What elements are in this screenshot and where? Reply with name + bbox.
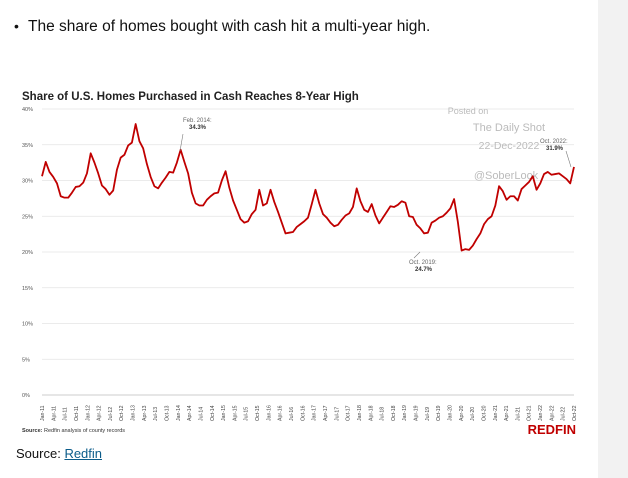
annotation-oct-2022-value: 31.9% (546, 146, 564, 152)
annotation-feb-2014-value: 34.3% (189, 125, 207, 131)
x-tick-label: Oct-11 (74, 406, 80, 421)
x-tick-label: Apr-13 (142, 405, 148, 421)
y-tick-label: 40% (22, 107, 33, 113)
x-tick-label: Jul-15 (244, 407, 250, 421)
annotation-oct-2022-label: Oct. 2022: (540, 139, 568, 145)
x-tick-label: Jul-19 (425, 407, 431, 421)
x-tick-label: Apr-12 (97, 405, 103, 421)
x-tick-label: Jan-11 (40, 405, 46, 421)
watermark-line-4: @SoberLook (474, 170, 539, 182)
x-tick-label: Apr-14 (187, 405, 193, 421)
x-tick-label: Oct-21 (527, 405, 533, 421)
y-tick-label: 10% (22, 322, 33, 328)
x-tick-label: Jul-16 (289, 407, 295, 421)
bullet-dot-icon: • (14, 18, 19, 34)
x-tick-label: Jul-20 (470, 407, 476, 421)
y-tick-label: 35% (22, 143, 33, 149)
x-tick-label: Oct-16 (300, 405, 306, 421)
x-tick-label: Jul-18 (380, 407, 386, 421)
watermark-line-1: Posted on (448, 106, 489, 116)
x-tick-label: Oct-14 (210, 405, 216, 421)
x-tick-label: Apr-15 (232, 405, 238, 421)
y-tick-label: 30% (22, 179, 33, 185)
watermark-line-2: The Daily Shot (473, 122, 545, 134)
x-tick-label: Jul-22 (561, 407, 567, 421)
x-tick-label: Apr-20 (459, 405, 465, 421)
x-tick-label: Jul-14 (198, 407, 204, 421)
source-line: Source: Redfin (16, 446, 102, 461)
bullet-text: • The share of homes bought with cash hit… (14, 18, 574, 36)
x-tick-label: Oct-17 (346, 405, 352, 421)
x-tick-label: Apr-17 (323, 405, 329, 421)
annotation-leader-oct-2022 (565, 150, 572, 168)
x-tick-label: Jul-12 (108, 407, 114, 421)
x-tick-label: Apr-19 (414, 405, 420, 421)
watermark: Posted on The Daily Shot 22-Dec-2022 @So… (448, 106, 545, 182)
x-axis-labels: Jan-11 Apr-11 Jul-11 Oct-11 Jan-12 Apr-12 Jul-… (40, 405, 578, 421)
y-tick-label: 25% (22, 214, 33, 220)
x-tick-label: Jan-20 (447, 405, 453, 421)
x-tick-label: Oct-22 (572, 405, 578, 421)
x-tick-label: Oct-20 (481, 405, 487, 421)
right-margin-strip (598, 0, 628, 478)
x-tick-label: Oct-15 (255, 405, 261, 421)
x-tick-label: Jan-16 (266, 405, 272, 421)
x-tick-label: Oct-19 (436, 405, 442, 421)
x-tick-label: Jul-11 (63, 407, 69, 421)
x-tick-label: Jan-15 (221, 405, 227, 421)
watermark-line-3: 22-Dec-2022 (479, 140, 540, 152)
x-tick-label: Oct-12 (119, 405, 125, 421)
y-tick-label: 5% (22, 357, 30, 363)
bullet-text-content: The share of homes bought with cash hit … (28, 18, 431, 35)
x-tick-label: Oct-13 (165, 405, 171, 421)
source-label: Source: (16, 446, 61, 461)
source-link[interactable]: Redfin (64, 446, 103, 461)
chart-title: Share of U.S. Homes Purchased in Cash Re… (22, 91, 359, 103)
chart-source-note: Source: Redfin analysis of county record… (22, 428, 125, 434)
annotation-feb-2014-label: Feb. 2014: (183, 118, 212, 124)
y-tick-label: 15% (22, 286, 33, 292)
y-tick-label: 0% (22, 393, 30, 399)
x-tick-label: Jan-13 (131, 405, 137, 421)
x-tick-label: Jan-19 (402, 405, 408, 421)
chart-source-text: Redfin analysis of county records (42, 428, 125, 434)
y-tick-label: 20% (22, 250, 33, 256)
annotation-oct-2019-value: 24.7% (415, 267, 433, 273)
x-tick-label: Jul-21 (515, 407, 521, 421)
chart-image: Share of U.S. Homes Purchased in Cash Re… (14, 82, 584, 438)
x-tick-label: Jan-14 (176, 405, 182, 421)
x-tick-label: Apr-22 (549, 405, 555, 421)
x-tick-label: Jan-21 (493, 405, 499, 421)
x-tick-label: Jan-12 (85, 405, 91, 421)
x-tick-label: Apr-16 (278, 405, 284, 421)
chart-source-bold: Source: (22, 428, 43, 434)
redfin-logo: REDFIN (528, 422, 576, 437)
x-tick-label: Oct-18 (391, 405, 397, 421)
x-tick-label: Jul-13 (153, 407, 159, 421)
x-tick-label: Jan-22 (538, 405, 544, 421)
x-tick-label: Jul-17 (334, 407, 340, 421)
y-axis-labels: 0% 5% 10% 15% 20% 25% 30% 35% 40% (22, 107, 33, 399)
x-tick-label: Apr-21 (504, 405, 510, 421)
x-tick-label: Apr-18 (368, 405, 374, 421)
annotation-leader-oct-2019 (413, 251, 421, 259)
series-line (41, 123, 575, 252)
x-tick-label: Apr-11 (51, 406, 57, 421)
annotations: Feb. 2014: 34.3% Oct. 2019: 24.7% Oct. 2… (179, 118, 572, 273)
annotation-oct-2019-label: Oct. 2019: (409, 260, 437, 266)
x-tick-label: Jan-18 (357, 405, 363, 421)
x-tick-label: Jan-17 (312, 405, 318, 421)
annotation-leader-feb-2014 (179, 133, 184, 152)
chart-svg: Share of U.S. Homes Purchased in Cash Re… (22, 91, 578, 437)
